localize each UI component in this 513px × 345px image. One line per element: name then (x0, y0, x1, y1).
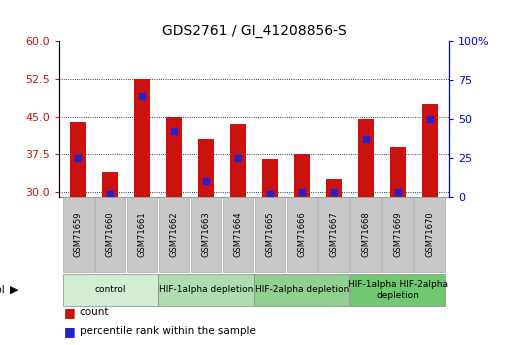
Text: GSM71668: GSM71668 (361, 212, 370, 257)
Text: GSM71670: GSM71670 (425, 212, 434, 257)
Title: GDS2761 / GI_41208856-S: GDS2761 / GI_41208856-S (162, 23, 346, 38)
FancyBboxPatch shape (95, 197, 126, 272)
Bar (294, 154, 310, 197)
FancyBboxPatch shape (415, 197, 445, 272)
FancyBboxPatch shape (63, 274, 157, 306)
FancyBboxPatch shape (319, 197, 349, 272)
FancyBboxPatch shape (223, 197, 253, 272)
Bar (326, 179, 342, 197)
Text: protocol: protocol (0, 285, 5, 295)
Text: percentile rank within the sample: percentile rank within the sample (80, 326, 255, 336)
Bar (134, 79, 150, 197)
Bar (262, 159, 278, 197)
FancyBboxPatch shape (287, 197, 317, 272)
FancyBboxPatch shape (350, 197, 381, 272)
Text: HIF-2alpha depletion: HIF-2alpha depletion (255, 285, 349, 294)
FancyBboxPatch shape (254, 197, 285, 272)
FancyBboxPatch shape (382, 197, 413, 272)
Bar (422, 104, 438, 197)
Text: GSM71669: GSM71669 (393, 212, 402, 257)
FancyBboxPatch shape (191, 197, 221, 272)
Bar (198, 139, 214, 197)
Text: GSM71665: GSM71665 (265, 212, 274, 257)
Text: ■: ■ (64, 325, 76, 338)
Text: GSM71663: GSM71663 (202, 212, 210, 257)
FancyBboxPatch shape (159, 274, 253, 306)
Text: control: control (94, 285, 126, 294)
Bar (102, 171, 118, 197)
Text: ■: ■ (64, 306, 76, 319)
Text: GSM71659: GSM71659 (74, 212, 83, 257)
FancyBboxPatch shape (63, 197, 93, 272)
Text: GSM71662: GSM71662 (169, 212, 179, 257)
Text: HIF-1alpha HIF-2alpha
depletion: HIF-1alpha HIF-2alpha depletion (348, 280, 448, 299)
Bar (166, 117, 182, 197)
FancyBboxPatch shape (159, 197, 189, 272)
Text: GSM71664: GSM71664 (233, 212, 243, 257)
FancyBboxPatch shape (127, 197, 157, 272)
Text: ▶: ▶ (10, 285, 19, 295)
Bar (230, 124, 246, 197)
FancyBboxPatch shape (350, 274, 445, 306)
Text: GSM71660: GSM71660 (106, 212, 114, 257)
Text: GSM71661: GSM71661 (137, 212, 147, 257)
Text: HIF-1alpha depletion: HIF-1alpha depletion (159, 285, 253, 294)
FancyBboxPatch shape (254, 274, 349, 306)
Bar (390, 147, 406, 197)
Text: count: count (80, 307, 109, 317)
Text: GSM71667: GSM71667 (329, 212, 339, 257)
Bar (358, 119, 374, 197)
Text: GSM71666: GSM71666 (298, 212, 306, 257)
Bar (70, 121, 86, 197)
